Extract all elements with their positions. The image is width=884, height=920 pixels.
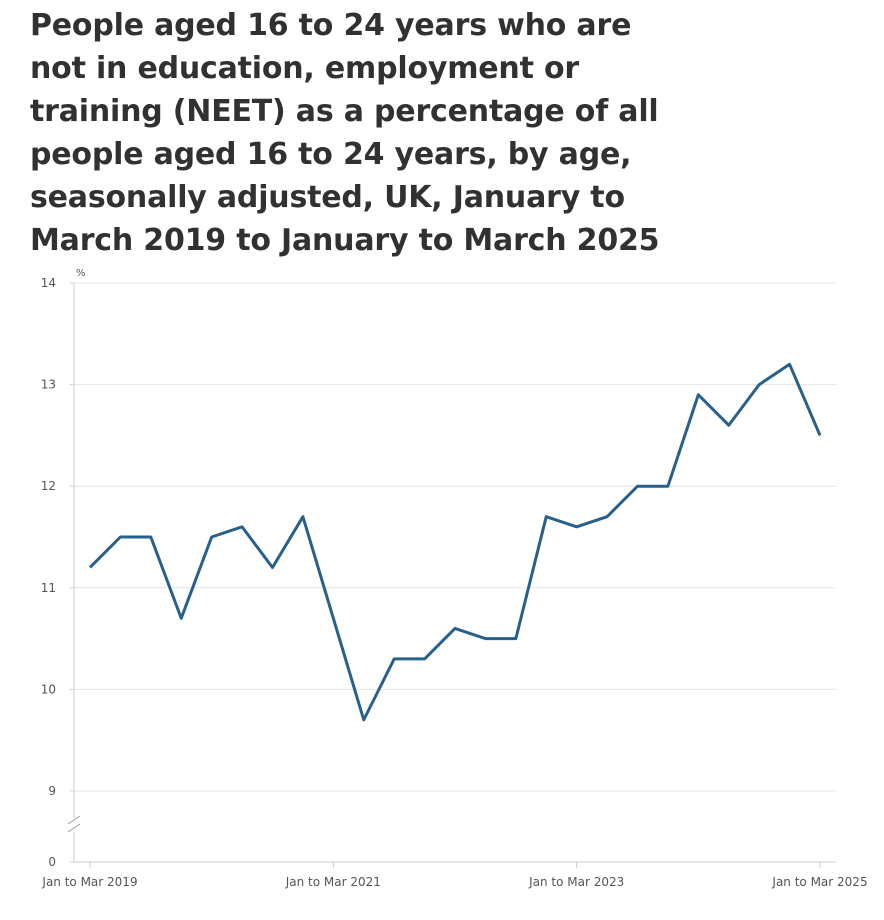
y-tick-label: 11 bbox=[41, 581, 56, 595]
y-tick-label: 14 bbox=[41, 276, 56, 290]
x-tick-label: Jan to Mar 2021 bbox=[285, 875, 381, 889]
x-tick-label: Jan to Mar 2025 bbox=[771, 875, 867, 889]
x-tick-label: Jan to Mar 2023 bbox=[528, 875, 624, 889]
axis-break bbox=[67, 815, 81, 825]
y-tick-label: 12 bbox=[41, 479, 56, 493]
y-tick-label: 9 bbox=[48, 784, 56, 798]
chart-title: People aged 16 to 24 years who are not i… bbox=[30, 8, 660, 258]
data-line bbox=[88, 362, 822, 722]
y-tick-label: 13 bbox=[41, 378, 56, 392]
y-unit: % bbox=[76, 268, 86, 279]
y-tick-label: 0 bbox=[48, 855, 56, 869]
axis-break bbox=[67, 823, 81, 833]
x-tick-label: Jan to Mar 2019 bbox=[41, 875, 137, 889]
y-tick-label: 10 bbox=[41, 682, 56, 696]
